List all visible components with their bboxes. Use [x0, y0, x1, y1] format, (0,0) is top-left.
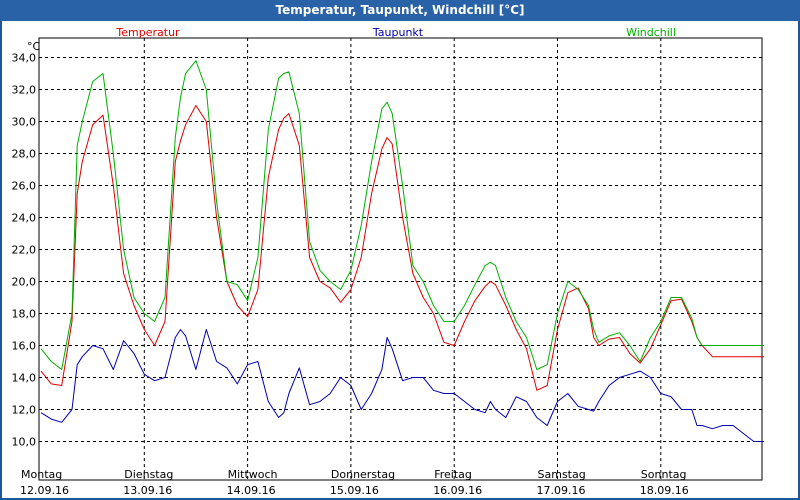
x-tick-date-label: 12.09.16 — [20, 484, 69, 497]
window-title: Temperatur, Taupunkt, Windchill [°C] — [0, 0, 800, 21]
x-tick-date-label: 17.09.16 — [537, 484, 586, 497]
window-frame-left — [0, 21, 2, 500]
x-tick-day-label: Samstag — [538, 468, 586, 481]
legend-item-temperatur: Temperatur — [115, 26, 180, 39]
series-line-temperatur — [40, 105, 765, 391]
y-axis-unit-label: °C — [27, 40, 41, 53]
x-tick-day-label: Freitag — [434, 468, 472, 481]
y-tick-label: 18,0 — [12, 308, 37, 321]
temperature-chart: 34,0 32,0 30,0 28,0 26,0 24,0 22,0 20,0 18,0 16,0… — [12, 26, 765, 497]
y-tick-label: 16,0 — [12, 340, 37, 353]
grid — [39, 38, 762, 480]
y-tick-label: 32,0 — [12, 84, 37, 97]
window-frame-right — [798, 21, 800, 500]
y-tick-label: 10,0 — [12, 436, 37, 449]
x-tick-date-label: 18.09.16 — [640, 484, 689, 497]
x-tick-date-label: 15.09.16 — [330, 484, 379, 497]
x-tick-day-label: Donnerstag — [331, 468, 395, 481]
x-tick-date-label: 14.09.16 — [227, 484, 276, 497]
y-tick-label: 24,0 — [12, 212, 37, 225]
legend-item-windchill: Windchill — [626, 26, 676, 39]
window-frame-bottom — [0, 498, 800, 500]
y-tick-label: 28,0 — [12, 148, 37, 161]
y-tick-label: 20,0 — [12, 276, 37, 289]
y-tick-label: 34,0 — [12, 52, 37, 65]
y-tick-label: 26,0 — [12, 180, 37, 193]
x-tick-day-label: Dienstag — [124, 468, 173, 481]
x-axis: Montag 12.09.16 Dienstag 13.09.16 Mittwoch 14… — [20, 468, 689, 497]
legend: Temperatur Taupunkt Windchill — [115, 26, 676, 39]
x-tick-date-label: 16.09.16 — [433, 484, 482, 497]
x-tick-date-label: 13.09.16 — [123, 484, 172, 497]
y-axis: 34,0 32,0 30,0 28,0 26,0 24,0 22,0 20,0 18,0 16,0… — [12, 52, 37, 449]
series-lines — [40, 60, 765, 442]
plot-area-border — [38, 37, 763, 481]
y-tick-label: 12,0 — [12, 404, 37, 417]
x-tick-day-label: Mittwoch — [228, 468, 278, 481]
series-line-windchill — [40, 60, 765, 370]
y-tick-label: 30,0 — [12, 116, 37, 129]
series-line-taupunkt — [40, 329, 765, 442]
y-tick-label: 22,0 — [12, 244, 37, 257]
x-tick-day-label: Montag — [21, 468, 62, 481]
x-tick-day-label: Sonntag — [641, 468, 687, 481]
legend-item-taupunkt: Taupunkt — [372, 26, 424, 39]
y-tick-label: 14,0 — [12, 372, 37, 385]
